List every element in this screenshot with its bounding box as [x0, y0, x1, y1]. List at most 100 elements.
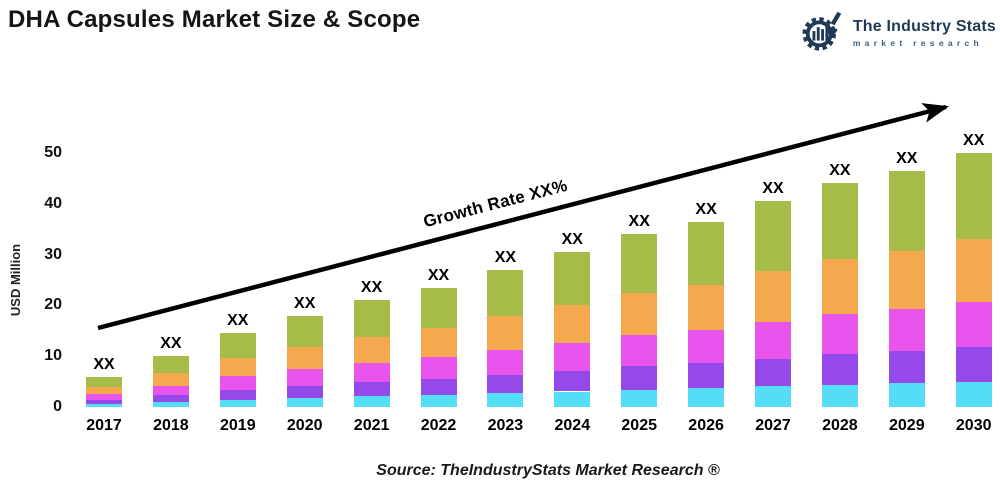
bar-2024-segment-1: [554, 391, 591, 407]
x-tick-2020: 2020: [286, 417, 323, 434]
bar-2024-segment-2: [554, 370, 591, 392]
bar-2025-segment-5: [621, 234, 658, 293]
bar-value-label-2019: XX: [227, 312, 249, 330]
bar-2019-segment-4: [219, 358, 256, 377]
bar-2029-segment-3: [888, 308, 925, 352]
bar-2029-segment-1: [888, 383, 925, 407]
bar-value-label-2029: XX: [896, 149, 918, 167]
bar-value-label-2022: XX: [427, 266, 450, 284]
bar-2019-segment-1: [219, 399, 256, 407]
gear-wrench-chart-icon: [801, 8, 847, 59]
x-tick-2018: 2018: [153, 417, 189, 434]
bar-2021-segment-4: [353, 336, 390, 363]
bar-2021-segment-5: [353, 300, 390, 337]
bar-2030-segment-5: [955, 153, 992, 240]
bar-2027-segment-4: [755, 271, 791, 322]
bar-2022-segment-3: [420, 357, 457, 379]
x-tick-2029: 2029: [889, 417, 925, 434]
bar-2023-segment-1: [487, 393, 524, 407]
x-tick-2027: 2027: [755, 417, 791, 434]
bar-2022-segment-1: [420, 395, 457, 407]
bar-2026-segment-4: [688, 284, 725, 331]
bar-2030-segment-2: [955, 347, 992, 382]
bar-2023-segment-5: [487, 269, 524, 317]
x-tick-2019: 2019: [220, 417, 256, 434]
bar-2024-segment-4: [554, 304, 591, 343]
bar-2025-segment-3: [621, 335, 658, 367]
industry-stats-logo: The Industry Stats market research: [801, 8, 996, 59]
bar-2029-segment-2: [888, 351, 925, 384]
bar-2027-segment-3: [755, 321, 791, 359]
bar-2025-segment-2: [621, 366, 658, 390]
bar-2020-segment-3: [286, 369, 323, 386]
bar-2025-segment-4: [621, 293, 658, 336]
x-tick-2024: 2024: [554, 417, 591, 434]
bar-2028-segment-5: [821, 183, 858, 260]
bar-2029-segment-5: [888, 170, 925, 252]
bar-2020-segment-5: [286, 315, 323, 347]
bar-2028-segment-1: [821, 384, 858, 407]
bar-2021-segment-3: [353, 362, 390, 382]
bar-2021-segment-1: [353, 396, 390, 407]
bar-2018-segment-1: [152, 401, 189, 407]
bar-2019-segment-3: [219, 376, 256, 390]
bar-2020-segment-4: [286, 346, 323, 370]
bar-2029-segment-4: [888, 251, 925, 309]
bar-2026-segment-2: [688, 363, 725, 389]
bar-2030-segment-4: [955, 239, 992, 302]
logo-name: The Industry Stats: [852, 18, 996, 36]
bar-2026-segment-3: [688, 330, 725, 364]
bar-2028-segment-3: [821, 314, 858, 355]
bar-2027-segment-1: [755, 386, 791, 407]
x-tick-2030: 2030: [955, 417, 992, 434]
bar-2018-segment-2: [152, 395, 189, 402]
y-tick-50: 50: [44, 144, 62, 161]
bar-2022-segment-2: [420, 378, 457, 396]
bar-value-label-2025: XX: [628, 213, 650, 231]
page-title: DHA Capsules Market Size & Scope: [8, 6, 421, 33]
bar-value-label-2018: XX: [160, 335, 182, 353]
source-attribution: Source: TheIndustryStats Market Research…: [376, 462, 720, 479]
bar-value-label-2030: XX: [963, 132, 985, 149]
bar-2021-segment-2: [353, 381, 390, 397]
bar-2018-segment-3: [152, 385, 189, 396]
bar-2027-segment-2: [755, 358, 791, 387]
bar-2023-segment-3: [487, 350, 524, 375]
bar-2028-segment-4: [821, 259, 858, 315]
bar-2026-segment-5: [688, 221, 725, 285]
bar-value-label-2026: XX: [695, 200, 717, 218]
bar-2017-segment-2: [86, 399, 122, 404]
bar-2017-segment-1: [86, 403, 122, 407]
bar-value-label-2028: XX: [829, 162, 851, 180]
logo-tagline: market research: [852, 37, 983, 48]
y-tick-40: 40: [44, 194, 62, 212]
bar-value-label-2017: XX: [93, 355, 115, 373]
bar-value-label-2024: XX: [561, 231, 583, 249]
y-tick-10: 10: [44, 347, 62, 365]
x-tick-2025: 2025: [621, 417, 657, 434]
bar-value-label-2020: XX: [294, 294, 316, 312]
bar-value-label-2021: XX: [360, 279, 383, 297]
bar-2028-segment-2: [821, 354, 858, 385]
x-tick-2021: 2021: [353, 417, 390, 434]
bar-2017-segment-4: [86, 386, 122, 395]
x-tick-2022: 2022: [420, 417, 457, 434]
y-tick-20: 20: [44, 296, 62, 314]
bar-value-label-2027: XX: [762, 180, 784, 198]
bar-2017-segment-5: [86, 376, 122, 387]
bar-2025-segment-1: [621, 389, 658, 407]
bar-2023-segment-4: [487, 316, 524, 351]
bar-2019-segment-2: [219, 389, 256, 400]
y-tick-30: 30: [44, 245, 62, 263]
bar-2030-segment-1: [955, 381, 992, 407]
x-tick-2023: 2023: [487, 417, 524, 434]
y-tick-0: 0: [53, 398, 62, 415]
bar-2020-segment-1: [286, 397, 323, 407]
x-tick-2017: 2017: [86, 417, 122, 434]
bar-2018-segment-5: [152, 356, 189, 374]
bar-2019-segment-5: [219, 333, 256, 359]
bar-2026-segment-1: [688, 388, 725, 407]
bar-2027-segment-5: [755, 201, 791, 272]
bar-2024-segment-5: [554, 252, 591, 305]
